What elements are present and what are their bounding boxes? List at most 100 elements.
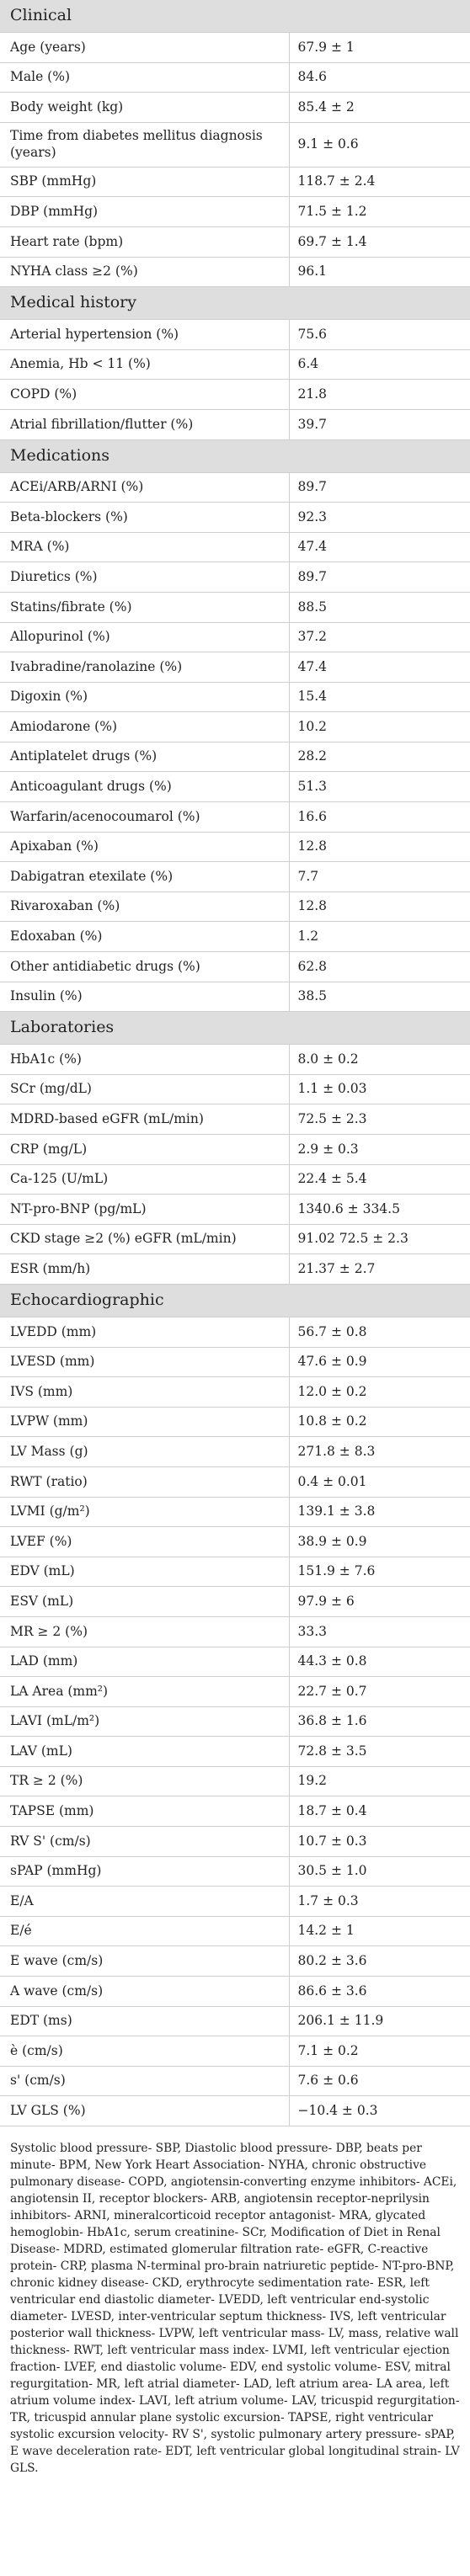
row-value: 97.9 ± 6 <box>289 1586 470 1617</box>
table-row: Statins/fibrate (%) 88.5 <box>0 592 470 623</box>
row-label: Statins/fibrate (%) <box>0 592 290 623</box>
row-label: Dabigatran etexilate (%) <box>0 861 290 892</box>
table-row: Body weight (kg) 85.4 ± 2 <box>0 92 470 123</box>
row-value: 1.1 ± 0.03 <box>289 1074 470 1105</box>
baseline-characteristics-table: Clinical Age (years) 67.9 ± 1 Male (%) 84.6 B… <box>0 0 470 2126</box>
row-label: DBP (mmHg) <box>0 196 290 227</box>
row-value: 62.8 <box>289 951 470 982</box>
row-label: LA Area (mm²) <box>0 1676 290 1707</box>
row-label: Other antidiabetic drugs (%) <box>0 951 290 982</box>
table-row: LAD (mm) 44.3 ± 0.8 <box>0 1647 470 1678</box>
table-row: Other antidiabetic drugs (%) 62.8 <box>0 951 470 982</box>
section-header: Laboratories <box>0 1011 470 1046</box>
row-value: 7.6 ± 0.6 <box>289 2066 470 2097</box>
row-value: 84.6 <box>289 62 470 93</box>
row-label: RV S' (cm/s) <box>0 1826 290 1857</box>
table-row: TAPSE (mm) 18.7 ± 0.4 <box>0 1796 470 1828</box>
table-row: A wave (cm/s) 86.6 ± 3.6 <box>0 1976 470 2007</box>
row-value: 16.6 <box>289 801 470 833</box>
row-value: 6.4 <box>289 349 470 381</box>
row-value: 22.7 ± 0.7 <box>289 1676 470 1707</box>
row-value: 10.7 ± 0.3 <box>289 1826 470 1857</box>
row-value: 9.1 ± 0.6 <box>289 122 470 168</box>
row-value: 8.0 ± 0.2 <box>289 1044 470 1075</box>
row-label: NYHA class ≥2 (%) <box>0 257 290 288</box>
section-header: Medical history <box>0 286 470 321</box>
row-label: TAPSE (mm) <box>0 1796 290 1828</box>
section-title: Clinical <box>0 0 470 33</box>
row-value: 7.7 <box>289 861 470 892</box>
row-value: 18.7 ± 0.4 <box>289 1796 470 1828</box>
row-value: 80.2 ± 3.6 <box>289 1945 470 1977</box>
row-label: Allopurinol (%) <box>0 622 290 653</box>
section-header: Clinical <box>0 0 470 33</box>
table-row: Age (years) 67.9 ± 1 <box>0 32 470 63</box>
row-label: Anemia, Hb < 11 (%) <box>0 349 290 381</box>
row-label: EDV (mL) <box>0 1557 290 1588</box>
row-value: 12.8 <box>289 891 470 923</box>
table-row: TR ≥ 2 (%) 19.2 <box>0 1766 470 1797</box>
table-row: DBP (mmHg) 71.5 ± 1.2 <box>0 196 470 227</box>
section-header: Medications <box>0 439 470 473</box>
row-label: LVEDD (mm) <box>0 1317 290 1348</box>
table-row: Rivaroxaban (%) 12.8 <box>0 891 470 923</box>
row-label: Body weight (kg) <box>0 92 290 123</box>
table-row: SBP (mmHg) 118.7 ± 2.4 <box>0 167 470 198</box>
row-value: 44.3 ± 0.8 <box>289 1647 470 1678</box>
row-label: IVS (mm) <box>0 1376 290 1408</box>
table-row: Amiodarone (%) 10.2 <box>0 711 470 742</box>
row-value: 1.7 ± 0.3 <box>289 1886 470 1917</box>
row-label: Arterial hypertension (%) <box>0 319 290 350</box>
row-value: 89.7 <box>289 562 470 593</box>
row-value: 96.1 <box>289 257 470 288</box>
row-label: Atrial fibrillation/flutter (%) <box>0 409 290 440</box>
table-row: MR ≥ 2 (%) 33.3 <box>0 1616 470 1647</box>
row-label: LVESD (mm) <box>0 1347 290 1378</box>
row-label: Edoxaban (%) <box>0 921 290 953</box>
row-label: SBP (mmHg) <box>0 167 290 198</box>
table-row: IVS (mm) 12.0 ± 0.2 <box>0 1376 470 1408</box>
row-label: Ca-125 (U/mL) <box>0 1164 290 1195</box>
row-value: 33.3 <box>289 1616 470 1647</box>
table-row: CRP (mg/L) 2.9 ± 0.3 <box>0 1134 470 1165</box>
row-value: 151.9 ± 7.6 <box>289 1557 470 1588</box>
row-label: LAD (mm) <box>0 1647 290 1678</box>
row-value: 19.2 <box>289 1766 470 1797</box>
table-row: LVEDD (mm) 56.7 ± 0.8 <box>0 1317 470 1348</box>
table-row: ESV (mL) 97.9 ± 6 <box>0 1586 470 1617</box>
row-value: 67.9 ± 1 <box>289 32 470 63</box>
table-row: sPAP (mmHg) 30.5 ± 1.0 <box>0 1856 470 1887</box>
table-row: NT-pro-BNP (pg/mL) 1340.6 ± 334.5 <box>0 1194 470 1225</box>
row-label: Age (years) <box>0 32 290 63</box>
table-row: LVESD (mm) 47.6 ± 0.9 <box>0 1347 470 1378</box>
row-value: 12.8 <box>289 832 470 863</box>
table-row: Edoxaban (%) 1.2 <box>0 921 470 953</box>
row-label: MRA (%) <box>0 532 290 563</box>
row-value: 85.4 ± 2 <box>289 92 470 123</box>
row-label: LV GLS (%) <box>0 2095 290 2126</box>
row-value: 92.3 <box>289 502 470 533</box>
table-row: Anemia, Hb < 11 (%) 6.4 <box>0 349 470 381</box>
row-label: ESV (mL) <box>0 1586 290 1617</box>
row-label: E/A <box>0 1886 290 1917</box>
document: Clinical Age (years) 67.9 ± 1 Male (%) 84.6 B… <box>0 0 470 2475</box>
row-value: 14.2 ± 1 <box>289 1916 470 1947</box>
row-label: COPD (%) <box>0 379 290 410</box>
row-value: 69.7 ± 1.4 <box>289 226 470 258</box>
table-row: E/A 1.7 ± 0.3 <box>0 1886 470 1917</box>
row-value: 118.7 ± 2.4 <box>289 167 470 198</box>
row-label: ESR (mm/h) <box>0 1253 290 1285</box>
row-value: 139.1 ± 3.8 <box>289 1497 470 1528</box>
row-label: s' (cm/s) <box>0 2066 290 2097</box>
row-label: E wave (cm/s) <box>0 1945 290 1977</box>
row-value: 15.4 <box>289 682 470 713</box>
row-value: 89.7 <box>289 472 470 503</box>
table-row: CKD stage ≥2 (%) eGFR (mL/min) 91.02 72.5… <box>0 1224 470 1255</box>
table-row: ESR (mm/h) 21.37 ± 2.7 <box>0 1253 470 1285</box>
table-row: Apixaban (%) 12.8 <box>0 832 470 863</box>
row-label: LAV (mL) <box>0 1736 290 1767</box>
table-row: Male (%) 84.6 <box>0 62 470 93</box>
section-title: Medical history <box>0 286 470 321</box>
table-row: Dabigatran etexilate (%) 7.7 <box>0 861 470 892</box>
table-row: è (cm/s) 7.1 ± 0.2 <box>0 2036 470 2067</box>
